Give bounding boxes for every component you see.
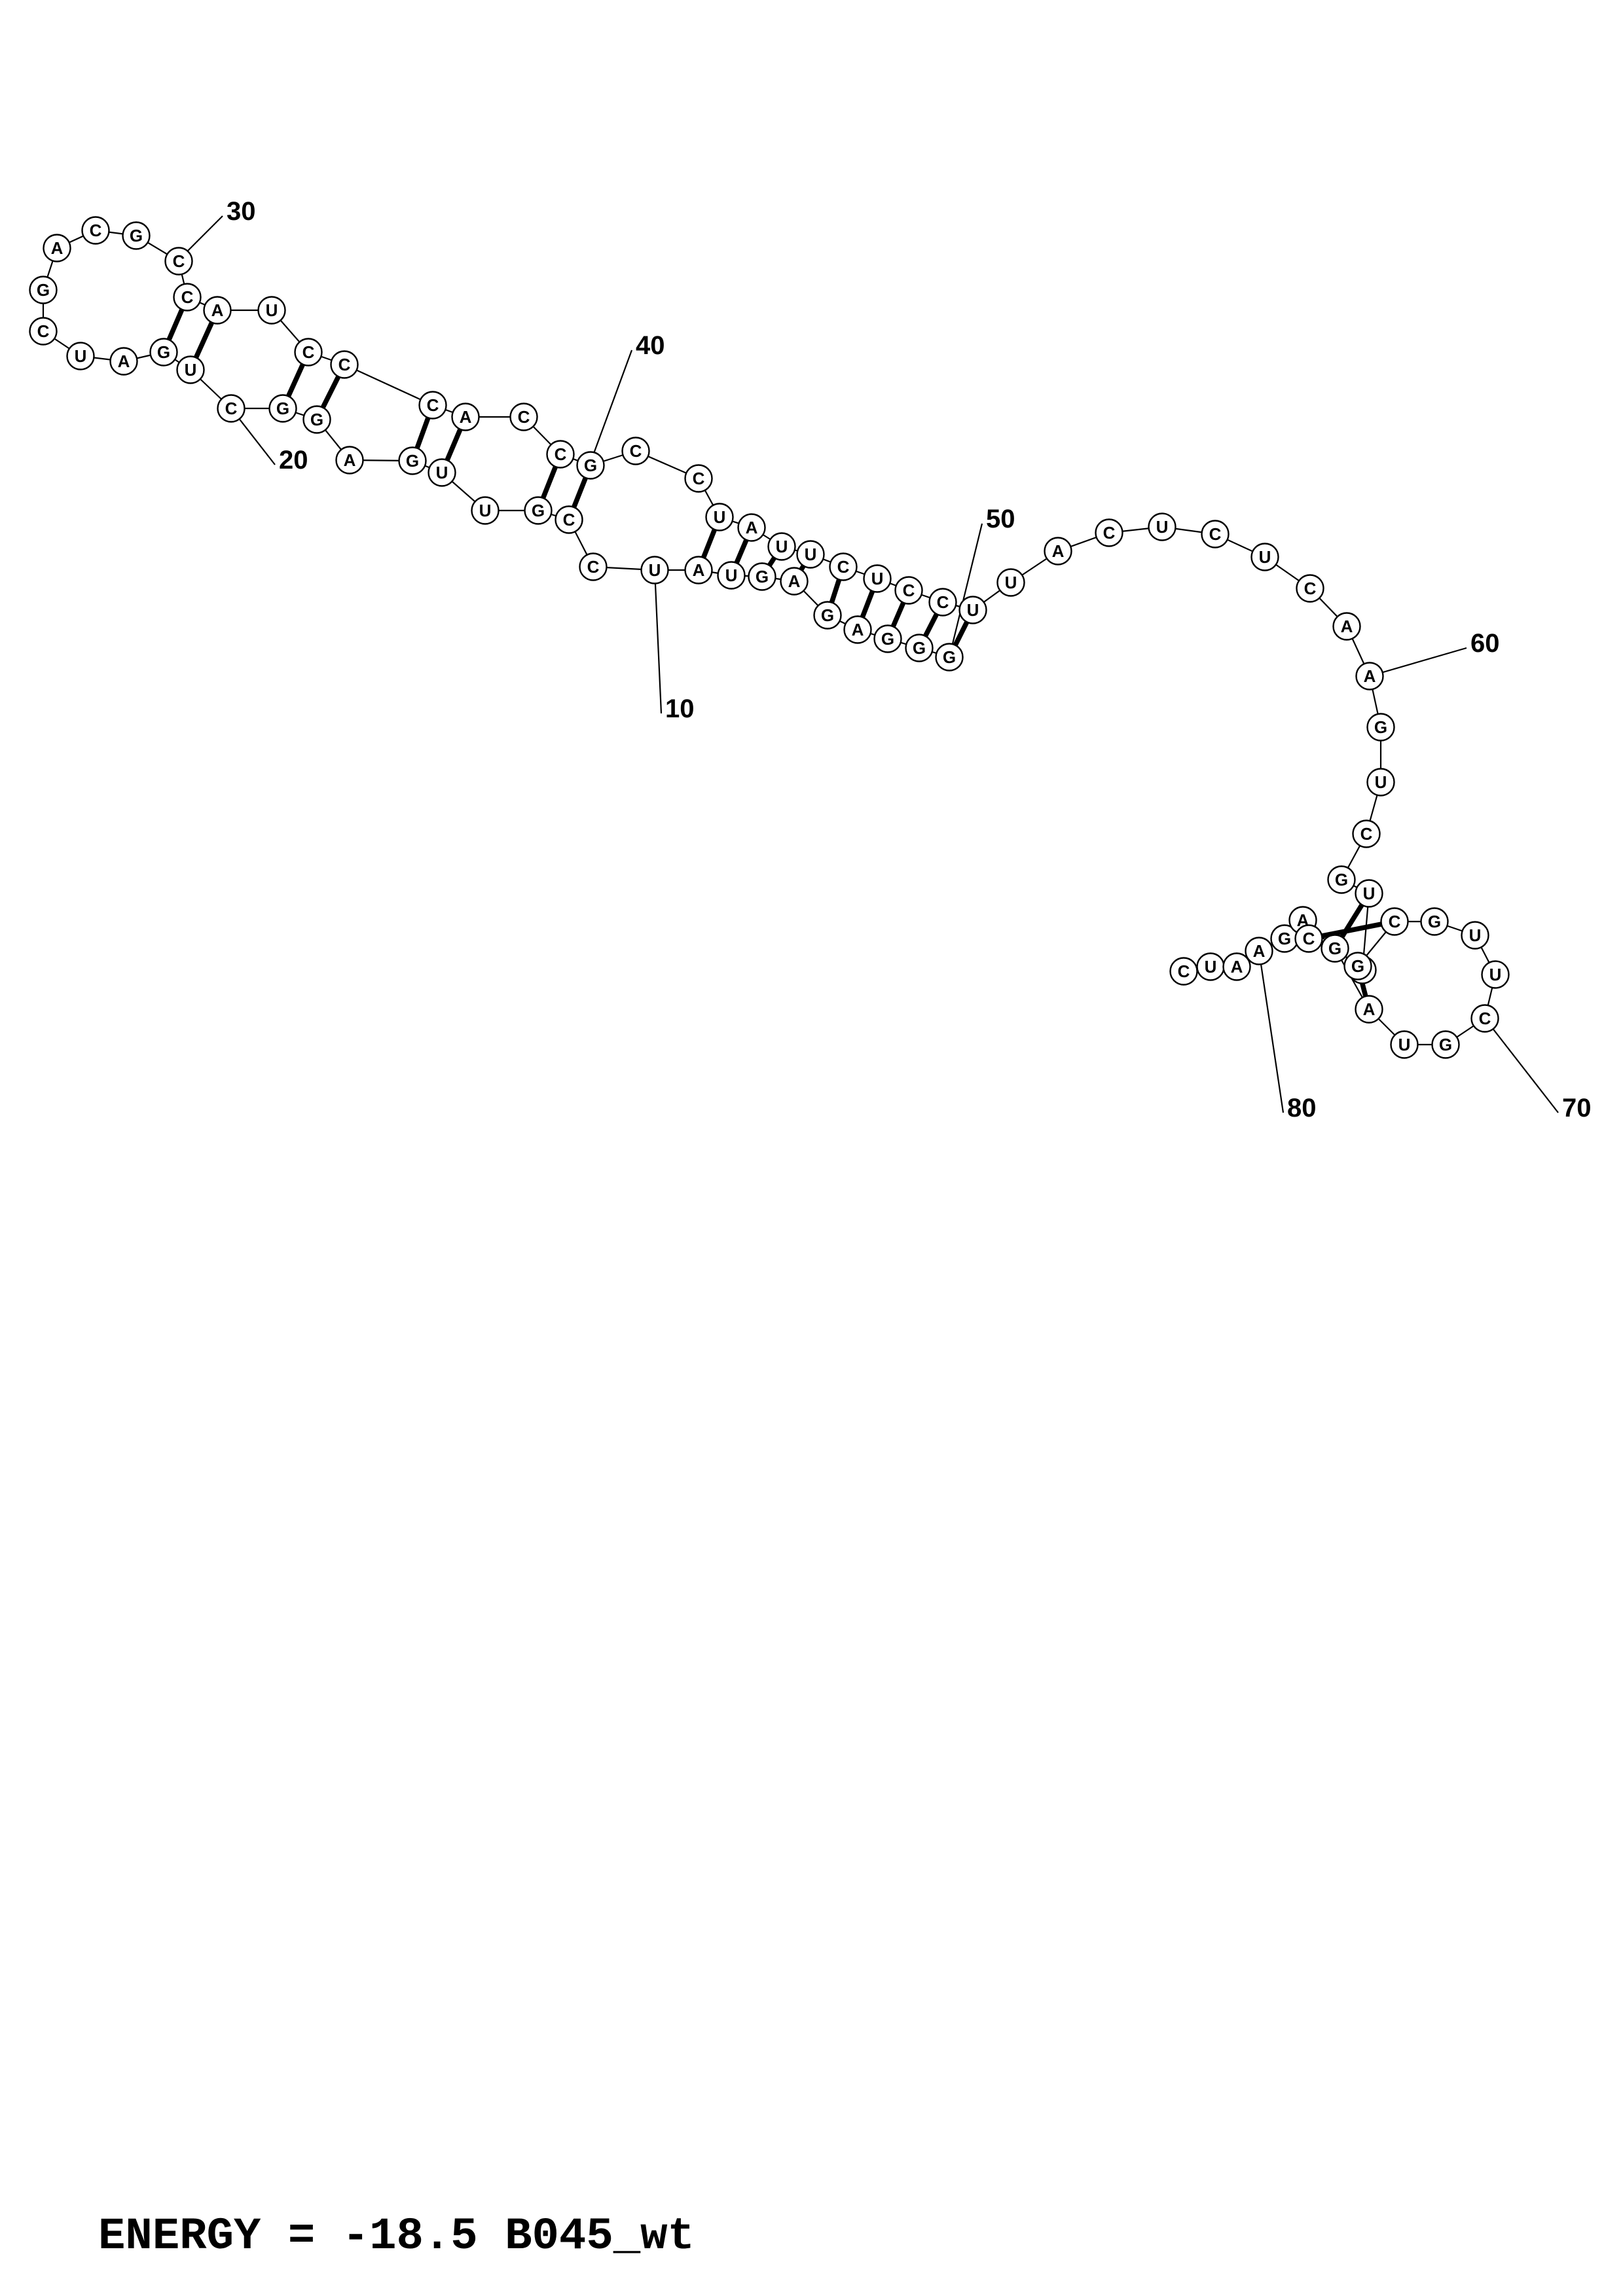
svg-text:C: C xyxy=(1303,929,1315,948)
svg-text:G: G xyxy=(310,410,323,429)
svg-text:60: 60 xyxy=(1470,629,1500,658)
svg-text:U: U xyxy=(649,560,661,580)
svg-text:C: C xyxy=(173,251,185,271)
svg-text:G: G xyxy=(276,399,289,418)
svg-text:C: C xyxy=(837,557,850,577)
svg-text:U: U xyxy=(805,545,817,564)
svg-text:U: U xyxy=(714,507,726,527)
svg-text:C: C xyxy=(427,395,439,415)
svg-text:A: A xyxy=(211,300,224,320)
svg-text:G: G xyxy=(1439,1035,1452,1054)
svg-text:C: C xyxy=(225,399,238,418)
svg-text:U: U xyxy=(776,537,788,556)
svg-text:U: U xyxy=(1489,965,1502,984)
svg-text:C: C xyxy=(1209,524,1222,544)
svg-text:A: A xyxy=(1231,957,1243,977)
svg-text:U: U xyxy=(266,300,278,320)
svg-text:A: A xyxy=(852,620,864,639)
svg-text:U: U xyxy=(75,346,87,366)
svg-text:70: 70 xyxy=(1562,1094,1592,1122)
svg-text:C: C xyxy=(555,444,567,464)
svg-text:80: 80 xyxy=(1287,1094,1317,1122)
svg-text:A: A xyxy=(51,238,64,258)
svg-text:30: 30 xyxy=(227,197,256,226)
svg-text:G: G xyxy=(584,456,597,475)
svg-text:C: C xyxy=(693,469,705,488)
svg-text:U: U xyxy=(185,360,197,380)
svg-text:U: U xyxy=(436,463,448,482)
svg-text:U: U xyxy=(1469,925,1482,945)
svg-text:G: G xyxy=(157,342,170,362)
svg-text:G: G xyxy=(821,605,834,625)
svg-text:C: C xyxy=(1360,824,1373,844)
svg-text:G: G xyxy=(1278,929,1291,948)
svg-text:U: U xyxy=(1259,547,1271,567)
svg-text:C: C xyxy=(630,441,642,461)
svg-text:C: C xyxy=(181,287,194,307)
svg-text:50: 50 xyxy=(986,505,1015,533)
svg-text:G: G xyxy=(1374,717,1387,737)
svg-text:U: U xyxy=(1375,772,1387,792)
svg-text:U: U xyxy=(725,565,738,585)
svg-text:G: G xyxy=(37,280,50,300)
svg-text:C: C xyxy=(903,581,915,600)
svg-text:C: C xyxy=(302,342,315,362)
svg-text:G: G xyxy=(532,501,545,520)
svg-text:C: C xyxy=(37,321,50,341)
svg-text:U: U xyxy=(1205,957,1217,977)
svg-text:A: A xyxy=(1364,666,1376,686)
svg-text:G: G xyxy=(1428,912,1441,931)
svg-text:A: A xyxy=(788,571,801,591)
svg-text:C: C xyxy=(563,510,575,529)
svg-text:C: C xyxy=(937,592,949,612)
svg-text:C: C xyxy=(338,355,351,374)
svg-text:C: C xyxy=(587,557,600,577)
svg-text:C: C xyxy=(1304,579,1317,598)
svg-text:G: G xyxy=(756,567,769,586)
svg-text:G: G xyxy=(943,647,956,667)
svg-text:G: G xyxy=(1335,870,1348,889)
svg-text:A: A xyxy=(1341,617,1353,636)
svg-text:U: U xyxy=(479,501,492,520)
svg-text:A: A xyxy=(693,560,705,580)
svg-text:G: G xyxy=(130,226,143,245)
svg-text:C: C xyxy=(518,407,530,427)
svg-text:10: 10 xyxy=(665,694,695,723)
svg-text:C: C xyxy=(1479,1009,1491,1028)
svg-text:G: G xyxy=(913,638,926,658)
svg-text:A: A xyxy=(1052,541,1065,561)
svg-text:20: 20 xyxy=(279,446,308,475)
svg-text:C: C xyxy=(90,221,102,240)
svg-text:C: C xyxy=(1103,523,1116,543)
svg-text:40: 40 xyxy=(636,331,665,360)
svg-text:U: U xyxy=(871,569,884,588)
svg-text:A: A xyxy=(746,518,758,537)
svg-text:A: A xyxy=(460,407,472,427)
svg-text:A: A xyxy=(118,351,130,371)
svg-text:C: C xyxy=(1389,912,1401,931)
svg-text:A: A xyxy=(344,450,356,470)
svg-text:C: C xyxy=(1178,961,1190,981)
svg-text:G: G xyxy=(1328,939,1341,958)
svg-text:G: G xyxy=(881,629,894,649)
svg-text:U: U xyxy=(967,600,979,620)
svg-text:U: U xyxy=(1398,1035,1411,1054)
svg-text:G: G xyxy=(406,451,419,471)
svg-text:U: U xyxy=(1005,573,1017,592)
svg-text:A: A xyxy=(1253,941,1266,961)
svg-text:U: U xyxy=(1363,884,1376,903)
svg-text:G: G xyxy=(1351,956,1364,976)
svg-text:ENERGY = -18.5 B045_wt: ENERGY = -18.5 B045_wt xyxy=(98,2211,695,2262)
svg-text:A: A xyxy=(1363,999,1376,1019)
svg-text:U: U xyxy=(1156,517,1169,537)
